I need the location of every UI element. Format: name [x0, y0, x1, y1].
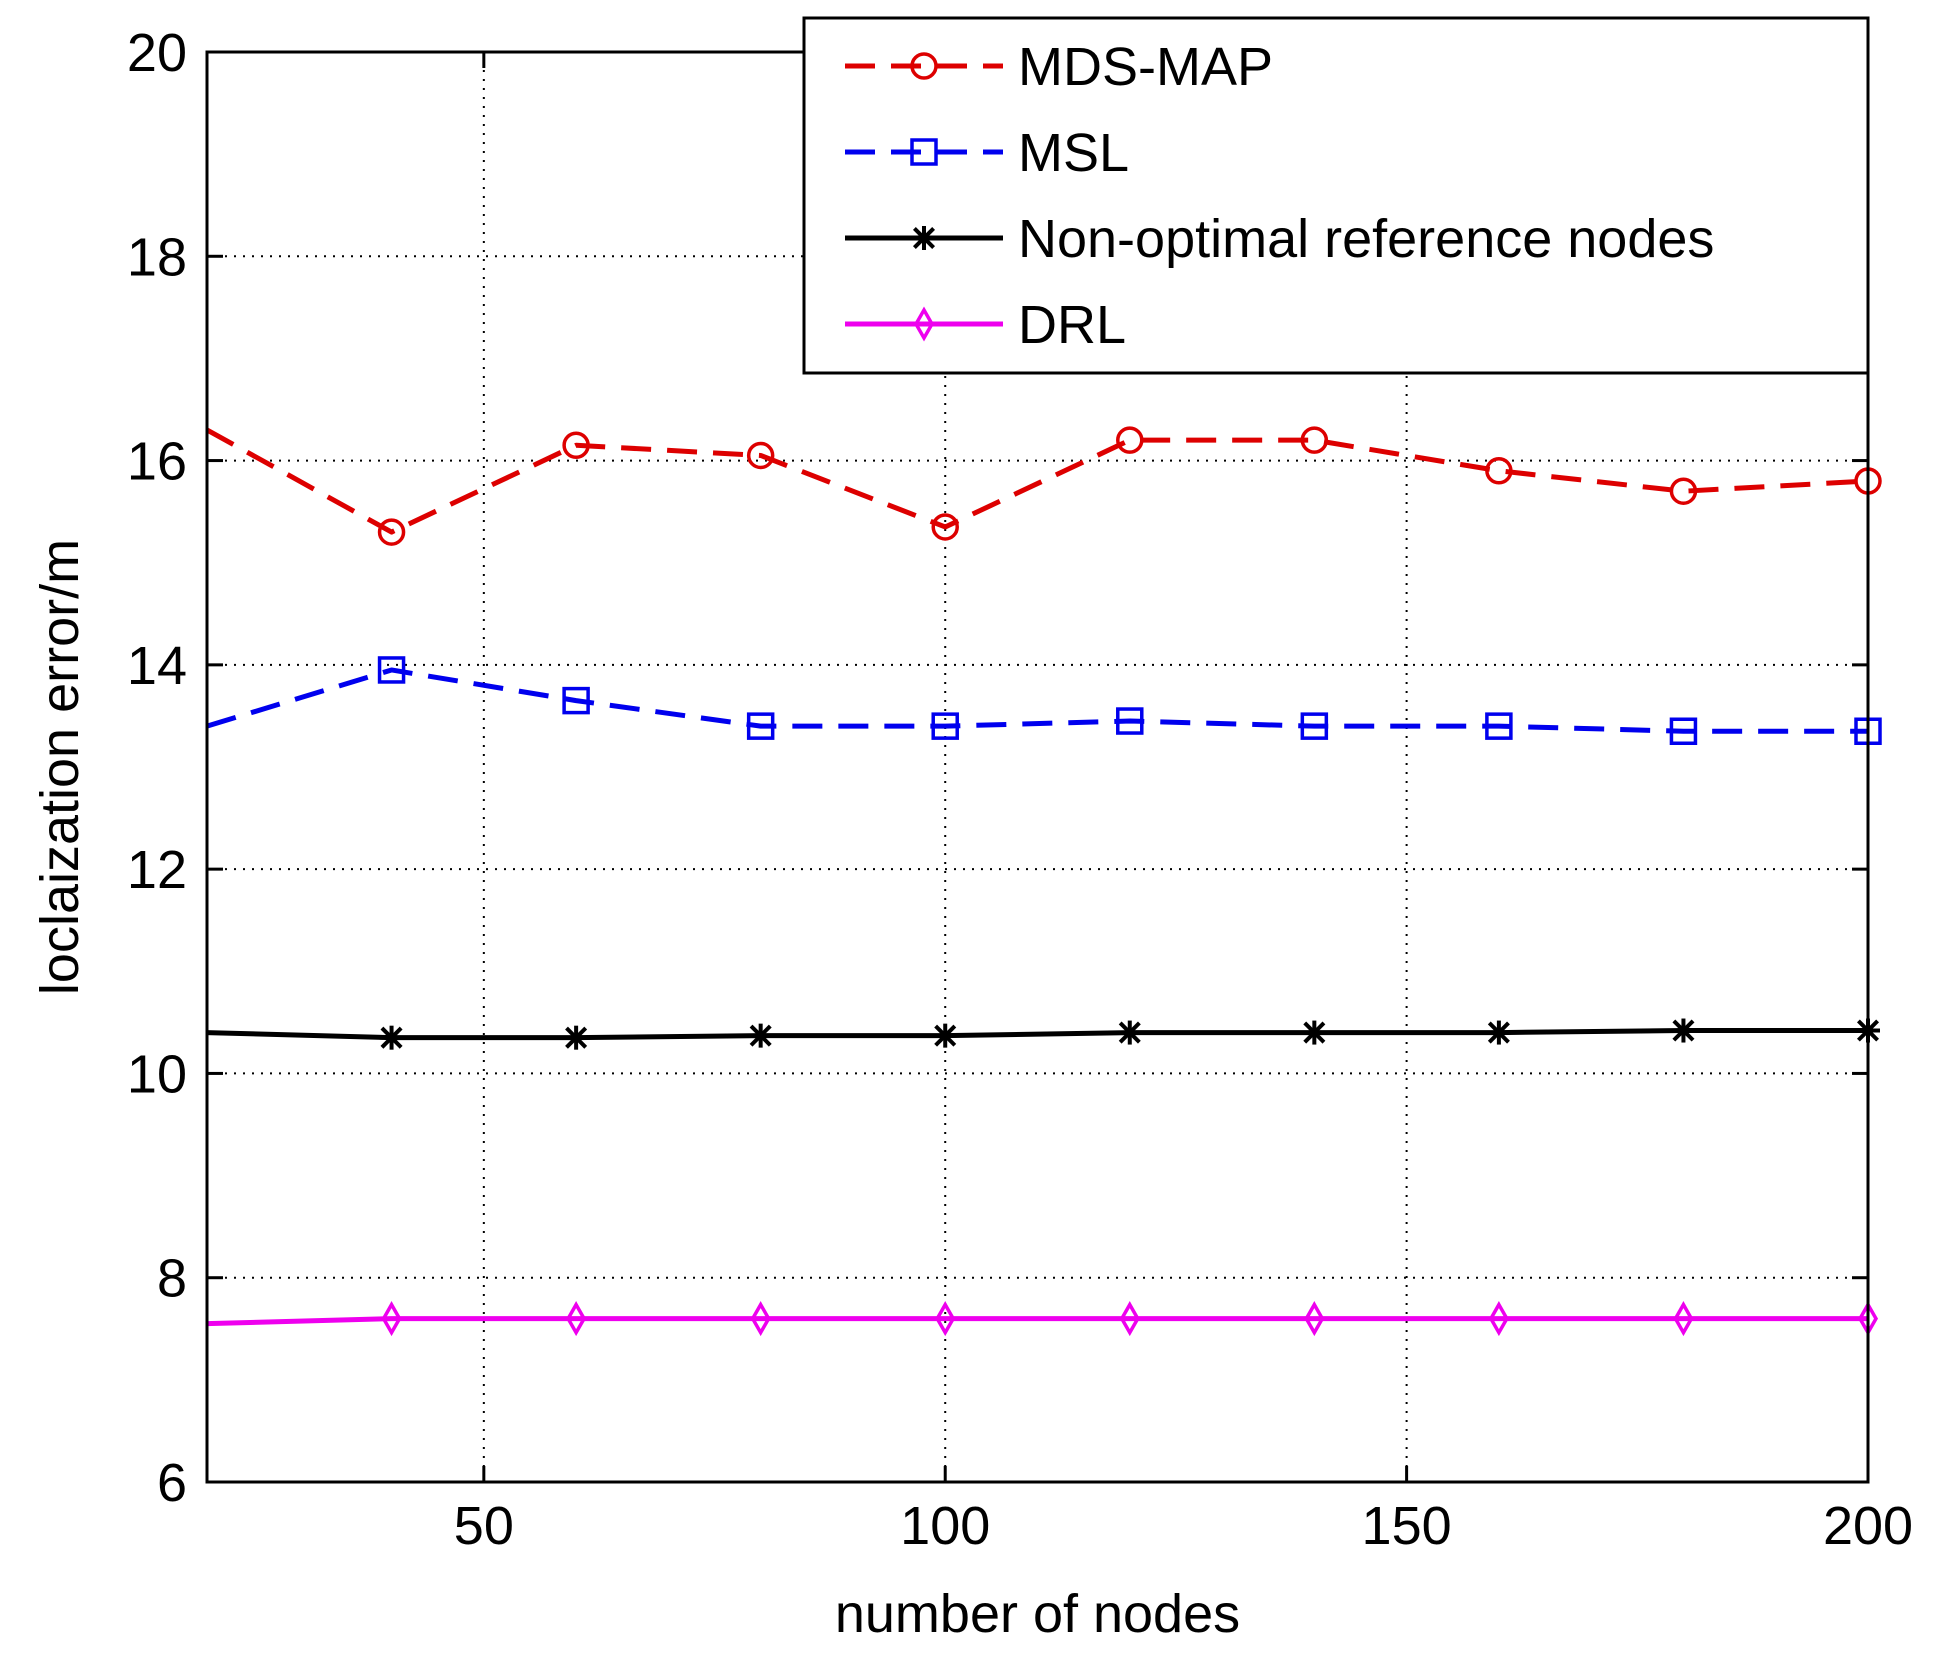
series-line	[205, 427, 1869, 535]
data-point	[1302, 1020, 1327, 1045]
series-line	[206, 667, 1868, 734]
data-point	[750, 1301, 771, 1337]
data-point	[1116, 426, 1144, 454]
data-point	[1486, 1020, 1511, 1045]
y-tick-label: 6	[157, 1453, 187, 1513]
y-tick-label: 16	[127, 432, 187, 492]
data-point	[1669, 717, 1698, 745]
data-point	[748, 1023, 773, 1048]
series-non-optimal-reference-nodes	[206, 1018, 1880, 1050]
legend-label: MSL	[1018, 123, 1129, 183]
data-point	[931, 513, 959, 541]
data-point	[562, 431, 590, 459]
data-point	[931, 712, 959, 740]
data-point	[566, 1301, 587, 1337]
x-axis-title: number of nodes	[835, 1584, 1240, 1644]
legend-marker	[910, 52, 938, 80]
y-tick-label: 12	[127, 840, 187, 900]
data-point	[377, 656, 406, 684]
marker-stroke	[565, 1026, 588, 1049]
y-tick-label: 14	[127, 636, 187, 696]
series-group	[205, 426, 1882, 1337]
y-tick-label: 18	[127, 227, 187, 287]
x-tick-label: 50	[454, 1496, 514, 1556]
marker-stroke	[380, 1026, 403, 1049]
data-point	[1300, 712, 1329, 740]
data-point	[1485, 712, 1513, 740]
legend-marker	[912, 226, 936, 250]
data-point	[1671, 1018, 1696, 1043]
legend-label: Non-optimal reference nodes	[1018, 209, 1714, 269]
data-point	[1669, 477, 1698, 505]
data-point	[377, 518, 406, 546]
marker-stroke	[749, 1024, 772, 1047]
marker-stroke	[1118, 1021, 1141, 1044]
data-point	[1116, 707, 1144, 735]
series-drl	[206, 1301, 1879, 1337]
data-point	[746, 441, 775, 470]
series-msl	[206, 656, 1882, 745]
data-point	[379, 1025, 404, 1050]
data-point	[1300, 426, 1329, 454]
legend-marker	[913, 306, 935, 342]
data-point	[746, 712, 775, 740]
x-tick-label: 100	[900, 1496, 990, 1556]
data-point	[562, 686, 590, 715]
legend-box	[802, 16, 1870, 375]
legend-label: MDS-MAP	[1018, 37, 1273, 97]
y-tick-label: 8	[157, 1249, 187, 1309]
data-point	[1673, 1301, 1694, 1337]
data-point	[935, 1301, 956, 1337]
marker-stroke	[1672, 1019, 1695, 1042]
x-tick-label: 200	[1823, 1496, 1913, 1556]
marker-stroke	[912, 226, 936, 250]
x-tick-label: 150	[1362, 1496, 1452, 1556]
data-point	[564, 1025, 589, 1050]
data-point	[381, 1301, 402, 1337]
legend: MDS-MAP MSL Non-optimal reference nodes DRL	[802, 16, 1870, 375]
series-line	[206, 1028, 1868, 1041]
marker-stroke	[1303, 1021, 1326, 1044]
y-axis-title: loclaization error/m	[30, 539, 90, 995]
data-point	[1119, 1301, 1140, 1337]
y-tick-label: 20	[127, 23, 187, 83]
data-point	[1304, 1301, 1325, 1337]
legend-marker	[910, 138, 938, 166]
marker-stroke	[934, 1024, 957, 1047]
legend-label: DRL	[1018, 295, 1126, 355]
marker-stroke	[1487, 1021, 1510, 1044]
data-point	[1488, 1301, 1509, 1337]
data-point	[1117, 1020, 1142, 1045]
axis-ticks: 50 100 150 200 6 8 10 12 14 16 18 20	[127, 23, 1913, 1556]
y-tick-label: 10	[127, 1044, 187, 1104]
series-line	[206, 1316, 1868, 1327]
series-mds-map	[205, 426, 1882, 546]
data-point	[933, 1023, 958, 1048]
data-point	[1485, 457, 1513, 485]
